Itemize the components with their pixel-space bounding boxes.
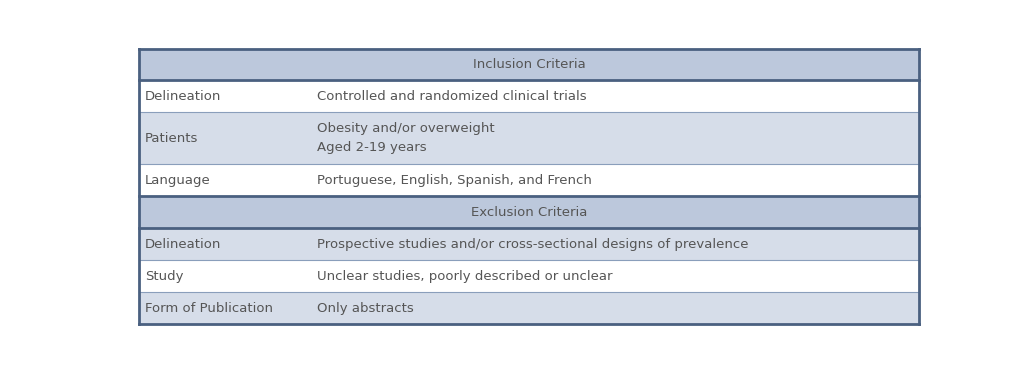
Text: Prospective studies and/or cross-sectional designs of prevalence: Prospective studies and/or cross-section…	[317, 238, 748, 251]
Bar	[138, 260, 920, 292]
Text: Portuguese, English, Spanish, and French: Portuguese, English, Spanish, and French	[317, 174, 591, 187]
Bar	[138, 228, 920, 260]
Text: Patients: Patients	[144, 132, 198, 145]
Text: Form of Publication: Form of Publication	[144, 302, 272, 315]
Text: Controlled and randomized clinical trials: Controlled and randomized clinical trial…	[317, 90, 586, 103]
Text: Obesity and/or overweight
Aged 2-19 years: Obesity and/or overweight Aged 2-19 year…	[317, 123, 494, 154]
Bar	[138, 164, 920, 196]
Text: Inclusion Criteria: Inclusion Criteria	[473, 58, 585, 71]
Text: Exclusion Criteria: Exclusion Criteria	[471, 206, 587, 219]
Text: Language: Language	[144, 174, 211, 187]
Bar	[138, 49, 920, 80]
Bar	[138, 80, 920, 113]
Bar	[138, 113, 920, 164]
Text: Delineation: Delineation	[144, 90, 221, 103]
Text: Unclear studies, poorly described or unclear: Unclear studies, poorly described or unc…	[317, 270, 612, 283]
Text: Only abstracts: Only abstracts	[317, 302, 413, 315]
Bar	[138, 196, 920, 228]
Text: Study: Study	[144, 270, 184, 283]
Text: Delineation: Delineation	[144, 238, 221, 251]
Bar	[138, 292, 920, 324]
